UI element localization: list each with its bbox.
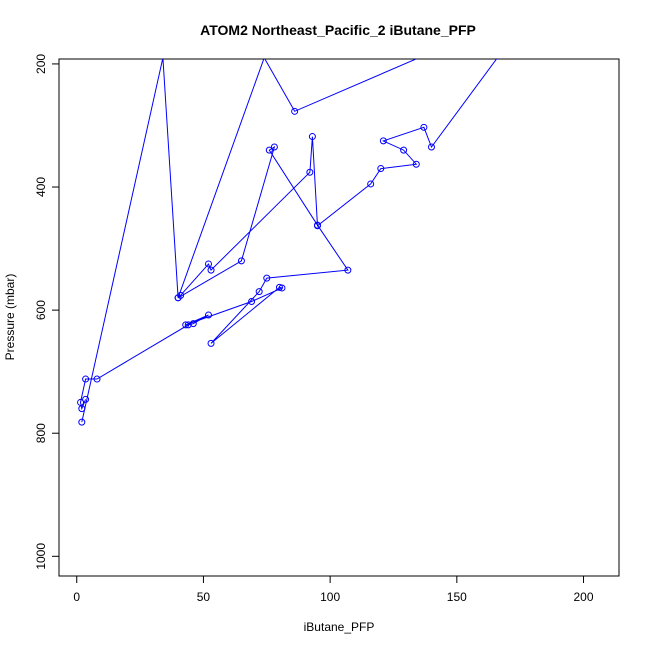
- data-point: [205, 311, 213, 319]
- series-line: [79, 59, 498, 423]
- data-point: [77, 398, 85, 406]
- data-point: [427, 143, 435, 151]
- x-tick-label: 50: [197, 590, 211, 604]
- data-point: [291, 107, 299, 115]
- data-point: [420, 123, 428, 131]
- data-point: [207, 339, 215, 347]
- data-point: [270, 143, 278, 151]
- x-axis-title: iButane_PFP: [304, 620, 375, 634]
- data-point: [308, 133, 316, 141]
- data-point: [400, 146, 408, 154]
- y-axis: 200 400 600 800 1000: [34, 54, 60, 570]
- data-point: [189, 320, 197, 328]
- x-tick-label: 200: [574, 590, 594, 604]
- data-point: [207, 266, 215, 274]
- data-point: [379, 137, 387, 145]
- plot-area: [77, 59, 498, 426]
- data-point: [255, 288, 263, 296]
- x-tick-label: 100: [320, 590, 340, 604]
- series-layer: [77, 59, 498, 426]
- data-point: [78, 418, 86, 426]
- data-point: [313, 222, 321, 230]
- data-point: [377, 165, 385, 173]
- data-point: [174, 294, 182, 302]
- data-point: [182, 321, 190, 329]
- data-point: [265, 146, 273, 154]
- data-point: [82, 375, 90, 383]
- y-tick-label: 400: [34, 177, 48, 197]
- data-point: [412, 160, 420, 168]
- chart-title: ATOM2 Northeast_Pacific_2 iButane_PFP: [200, 22, 476, 38]
- data-point: [93, 375, 101, 383]
- data-point: [205, 260, 213, 268]
- data-point: [184, 321, 192, 329]
- data-point: [82, 395, 90, 403]
- y-tick-label: 800: [34, 423, 48, 443]
- data-point: [367, 180, 375, 188]
- y-tick-label: 1000: [34, 543, 48, 570]
- data-point: [237, 257, 245, 265]
- x-axis: 0 50 100 150 200: [73, 575, 594, 604]
- x-tick-label: 0: [73, 590, 80, 604]
- y-tick-label: 600: [34, 300, 48, 320]
- data-point: [275, 283, 283, 291]
- data-point: [306, 168, 314, 176]
- data-point: [263, 274, 271, 282]
- y-tick-label: 200: [34, 54, 48, 74]
- plot-frame: [58, 58, 620, 577]
- y-axis-title: Pressure (mbar): [3, 274, 17, 361]
- data-point: [344, 266, 352, 274]
- data-point: [248, 297, 256, 305]
- x-tick-label: 150: [447, 590, 467, 604]
